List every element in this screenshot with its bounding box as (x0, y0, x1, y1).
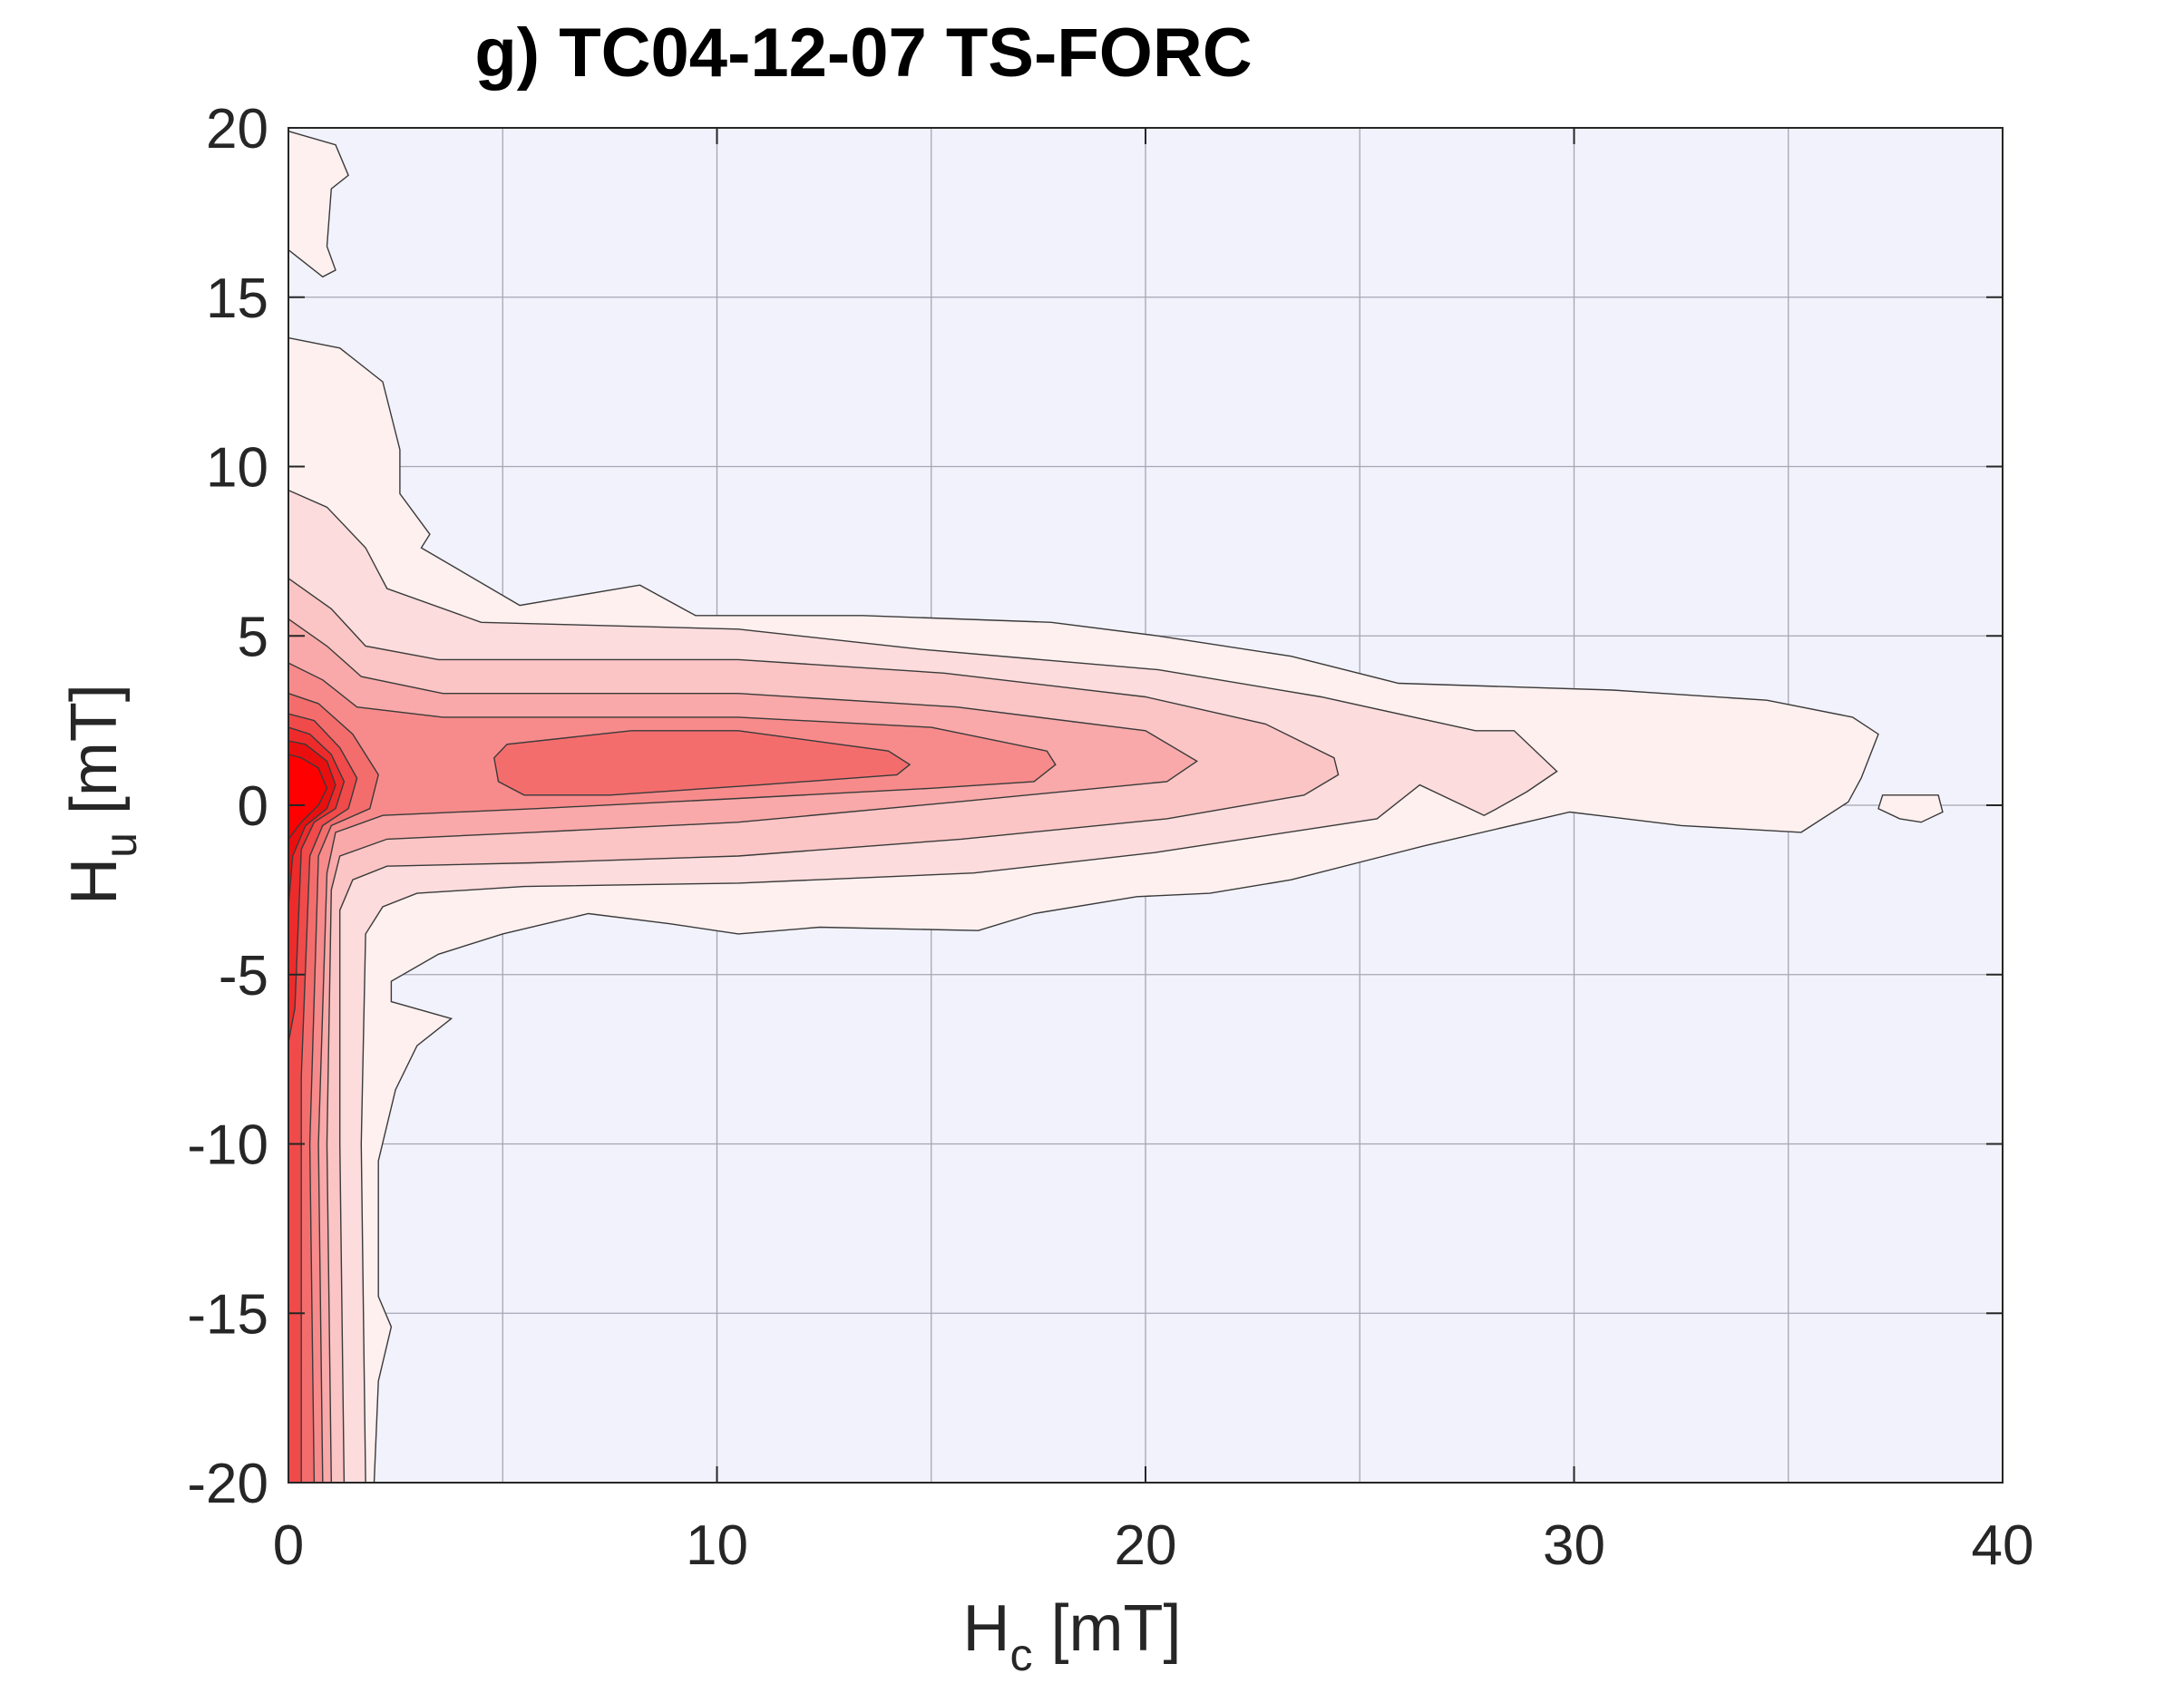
x-tick-label: 10 (686, 1514, 748, 1577)
y-tick-label: 0 (238, 775, 268, 838)
x-tick-label: 0 (273, 1514, 304, 1577)
x-tick-labels: 0 10 20 30 40 (273, 1514, 2034, 1577)
contour-level-1 (288, 130, 349, 278)
y-tick-label: 20 (206, 98, 268, 161)
y-tick-label: 15 (206, 268, 268, 330)
y-tick-label: -20 (187, 1453, 268, 1515)
x-axis-label-main: H (963, 1592, 1010, 1665)
y-axis-label-sub: u (95, 832, 146, 858)
x-tick-label: 30 (1543, 1514, 1605, 1577)
y-tick-label: 10 (206, 437, 268, 500)
plot-frame (288, 127, 2004, 1484)
y-tick-label: -15 (187, 1283, 268, 1346)
contour-level-1 (288, 336, 1879, 1484)
contour-level-5 (288, 661, 1057, 1484)
y-tick-label: 5 (238, 606, 268, 668)
y-tick-label: -10 (187, 1114, 268, 1177)
y-axis-label-unit: [mT] (58, 684, 131, 832)
y-tick-label: -5 (219, 945, 268, 1007)
chart-title: g) TC04-12-07 TS-FORC (474, 15, 1252, 92)
y-axis-label-main: H (58, 858, 131, 905)
x-tick-label: 20 (1115, 1514, 1177, 1577)
y-tick-labels: -20 -15 -10 -5 0 5 10 15 20 (187, 98, 268, 1515)
x-tick-label: 40 (1972, 1514, 2034, 1577)
x-axis-label-sub: c (1010, 1630, 1033, 1680)
x-axis-label-unit: [mT] (1033, 1592, 1182, 1665)
contour-level-10 (288, 754, 328, 842)
x-axis-label: Hc [mT] (963, 1592, 1182, 1680)
plot-area (288, 127, 2004, 1484)
contour-level-1 (1877, 794, 1944, 823)
y-axis-label: Hu [mT] (58, 684, 146, 905)
contour-level-6 (493, 730, 912, 796)
